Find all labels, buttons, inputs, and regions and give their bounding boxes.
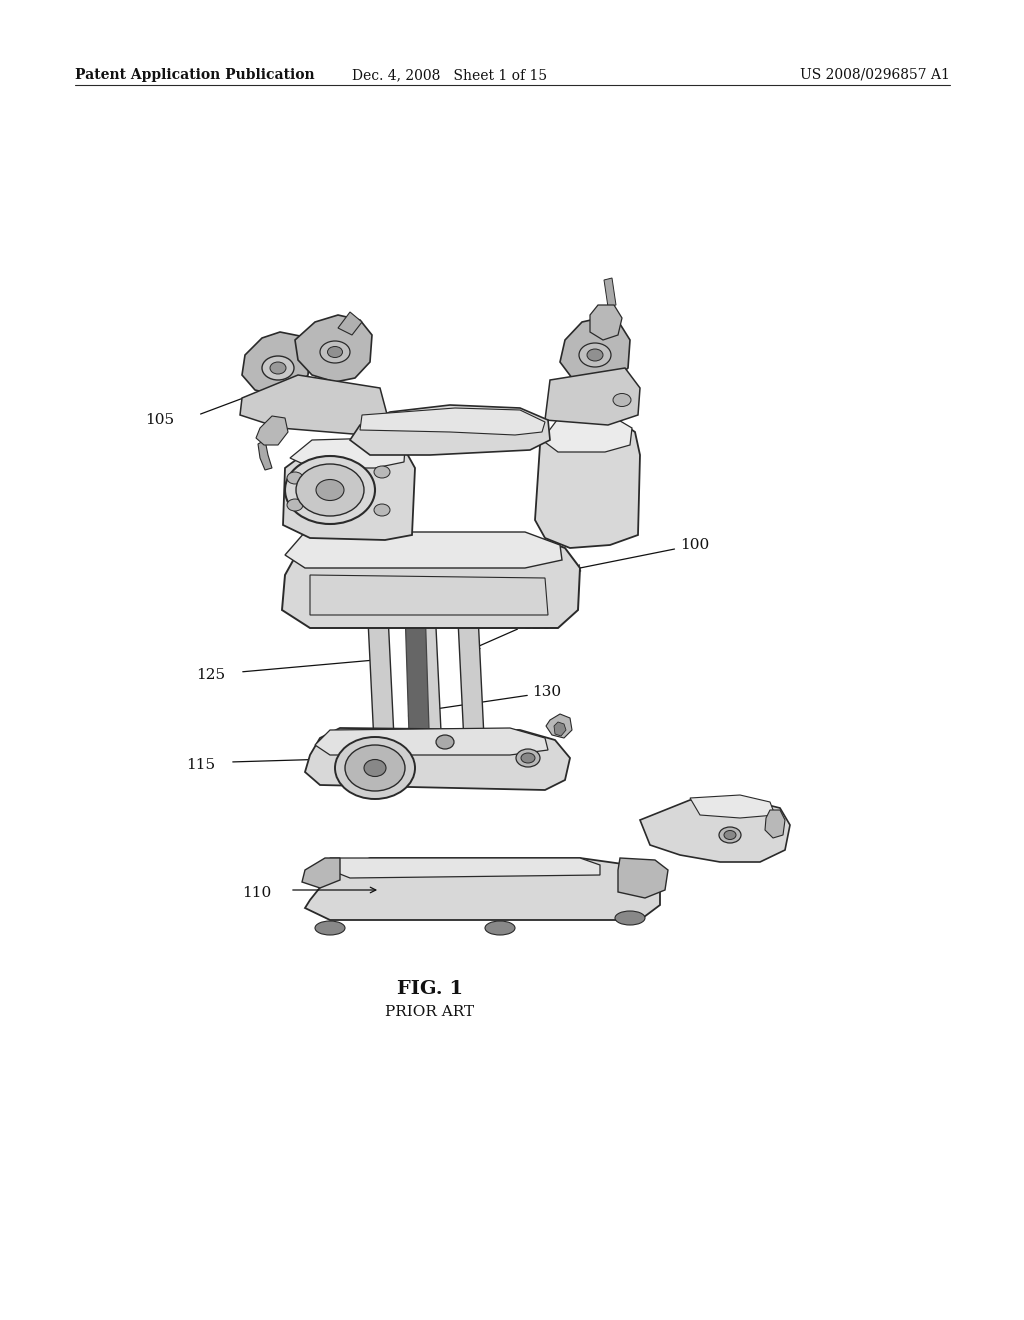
Ellipse shape	[345, 744, 406, 791]
Ellipse shape	[719, 828, 741, 843]
Polygon shape	[542, 414, 632, 451]
Ellipse shape	[374, 466, 390, 478]
Ellipse shape	[335, 737, 415, 799]
Text: US 2008/0296857 A1: US 2008/0296857 A1	[800, 69, 950, 82]
Text: FIG. 1: FIG. 1	[397, 979, 463, 998]
Ellipse shape	[485, 921, 515, 935]
Ellipse shape	[374, 504, 390, 516]
Ellipse shape	[724, 830, 736, 840]
Polygon shape	[546, 714, 572, 738]
Polygon shape	[338, 312, 362, 335]
Ellipse shape	[262, 356, 294, 380]
Polygon shape	[305, 858, 660, 920]
Polygon shape	[690, 795, 775, 818]
Ellipse shape	[436, 735, 454, 748]
Text: 130: 130	[532, 685, 561, 700]
Text: 105: 105	[145, 413, 174, 426]
Ellipse shape	[579, 343, 611, 367]
Ellipse shape	[287, 473, 303, 484]
Polygon shape	[290, 438, 406, 469]
Text: 110: 110	[242, 886, 271, 900]
Text: Dec. 4, 2008   Sheet 1 of 15: Dec. 4, 2008 Sheet 1 of 15	[352, 69, 548, 82]
Text: 125: 125	[196, 668, 225, 682]
Polygon shape	[415, 607, 442, 756]
Polygon shape	[560, 318, 630, 385]
Ellipse shape	[287, 499, 303, 511]
Polygon shape	[545, 368, 640, 425]
Polygon shape	[242, 333, 310, 395]
Ellipse shape	[521, 752, 535, 763]
Polygon shape	[554, 722, 566, 737]
Polygon shape	[590, 305, 622, 341]
Ellipse shape	[270, 362, 286, 374]
Polygon shape	[315, 729, 548, 755]
Polygon shape	[302, 858, 340, 888]
Ellipse shape	[516, 748, 540, 767]
Polygon shape	[618, 858, 668, 898]
Ellipse shape	[319, 341, 350, 363]
Text: 100: 100	[574, 539, 710, 572]
Polygon shape	[458, 615, 485, 763]
Text: PRIOR ART: PRIOR ART	[385, 1005, 474, 1019]
Ellipse shape	[296, 465, 364, 516]
Polygon shape	[283, 440, 415, 540]
Polygon shape	[258, 440, 272, 470]
Polygon shape	[285, 532, 562, 568]
Text: 120: 120	[522, 618, 551, 632]
Polygon shape	[350, 405, 550, 455]
Polygon shape	[765, 810, 785, 838]
Polygon shape	[406, 605, 430, 766]
Polygon shape	[282, 532, 580, 628]
Polygon shape	[256, 416, 288, 445]
Polygon shape	[330, 858, 600, 878]
Ellipse shape	[315, 921, 345, 935]
Polygon shape	[535, 414, 640, 548]
Polygon shape	[604, 279, 616, 308]
Polygon shape	[310, 576, 548, 615]
Ellipse shape	[328, 346, 342, 358]
Polygon shape	[368, 615, 395, 763]
Ellipse shape	[364, 759, 386, 776]
Polygon shape	[305, 729, 570, 789]
Polygon shape	[640, 799, 790, 862]
Ellipse shape	[587, 348, 603, 360]
Polygon shape	[360, 408, 545, 436]
Ellipse shape	[615, 911, 645, 925]
Polygon shape	[295, 315, 372, 381]
Ellipse shape	[285, 455, 375, 524]
Ellipse shape	[316, 479, 344, 500]
Polygon shape	[240, 375, 388, 436]
Text: Patent Application Publication: Patent Application Publication	[75, 69, 314, 82]
Ellipse shape	[613, 393, 631, 407]
Text: 115: 115	[186, 758, 215, 772]
